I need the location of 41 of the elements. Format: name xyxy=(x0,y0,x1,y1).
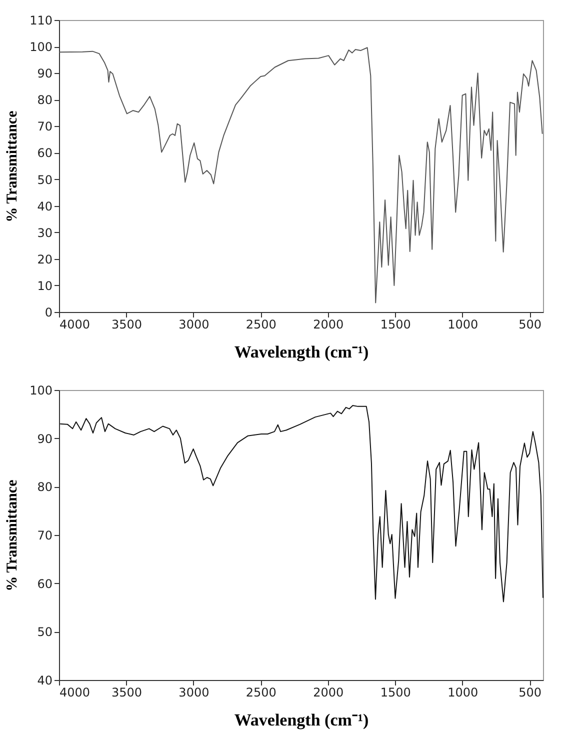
y-tick-label: 70 xyxy=(37,528,52,542)
x-tick-label: 4000 xyxy=(60,318,90,332)
x-tick-label: 3500 xyxy=(111,318,142,332)
x-axis-title: Wavelength (cm⁻¹) xyxy=(234,710,369,730)
x-tick-label: 1500 xyxy=(380,686,411,700)
x-tick-label: 500 xyxy=(518,686,542,700)
x-tick-label: 1000 xyxy=(448,318,478,332)
y-axis-title: % Transmittance xyxy=(4,110,21,222)
y-tick-label: 80 xyxy=(37,93,52,108)
y-tick-label: 90 xyxy=(37,66,52,81)
x-tick-label: 4000 xyxy=(60,686,90,700)
x-tick-label: 3000 xyxy=(178,318,210,332)
y-tick-label: 10 xyxy=(37,278,52,293)
x-tick-label: 3500 xyxy=(111,686,142,700)
x-tick-label: 2500 xyxy=(246,318,276,332)
x-tick-label: 500 xyxy=(518,318,542,332)
x-tick-label: 1000 xyxy=(448,686,478,700)
y-tick-label: 40 xyxy=(37,199,52,214)
y-tick-label: 90 xyxy=(37,432,52,446)
y-tick-label: 60 xyxy=(37,576,52,591)
y-tick-label: 100 xyxy=(30,40,52,54)
y-tick-label: 50 xyxy=(37,625,52,640)
y-tick-label: 100 xyxy=(30,384,52,398)
x-tick-label: 2000 xyxy=(313,686,344,700)
y-tick-label: 20 xyxy=(37,252,52,266)
line-series xyxy=(60,404,544,602)
x-tick-label: 1500 xyxy=(380,318,411,332)
line-series xyxy=(58,47,543,304)
x-tick-label: 2000 xyxy=(313,318,344,332)
y-tick-label: 0 xyxy=(44,306,52,320)
y-tick-label: 110 xyxy=(30,14,52,28)
x-tick-label: 2500 xyxy=(246,686,276,700)
y-tick-label: 70 xyxy=(37,120,52,134)
y-tick-label: 60 xyxy=(37,146,52,160)
y-tick-label: 50 xyxy=(37,172,52,187)
y-tick-label: 40 xyxy=(37,674,52,688)
x-tick-label: 3000 xyxy=(178,686,210,700)
y-axis-title: % Transmittance xyxy=(4,479,21,592)
y-tick-label: 80 xyxy=(37,480,52,494)
x-axis-title: Wavelength (cm⁻¹) xyxy=(234,342,369,362)
y-tick-label: 30 xyxy=(37,226,52,240)
